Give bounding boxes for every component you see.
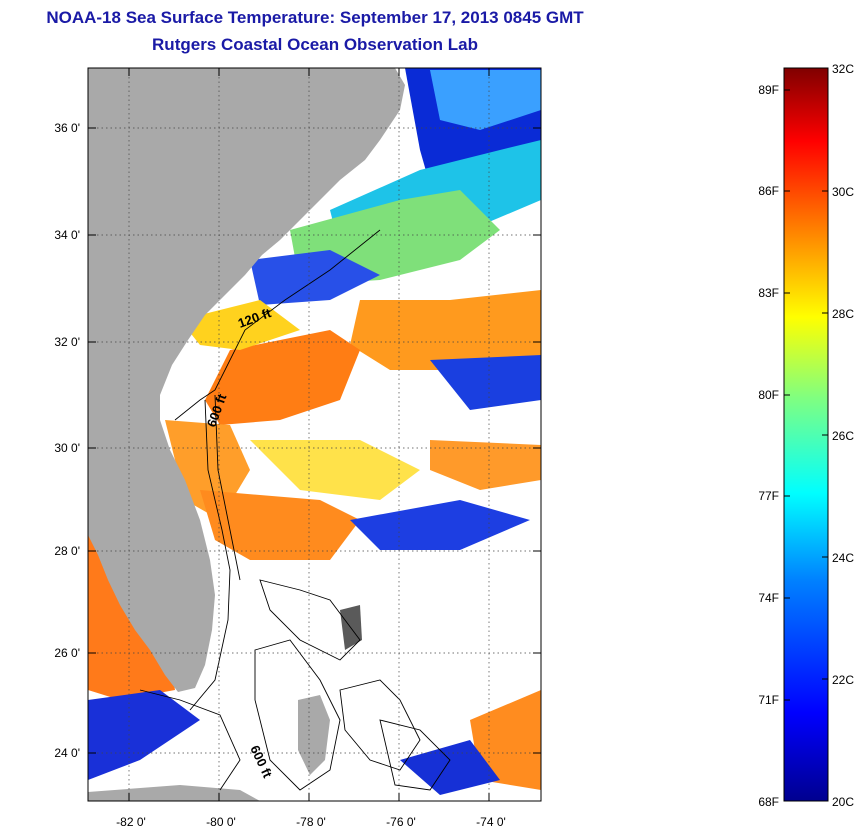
- sst-swath: [205, 330, 360, 425]
- lat-label: 32 0': [54, 335, 80, 349]
- colorbar: [783, 67, 829, 802]
- lat-label: 34 0': [54, 228, 80, 242]
- map-panel: 120 ft 600 ft 600 ft: [88, 68, 541, 801]
- map-frame: [87, 67, 542, 802]
- sst-swath: [180, 300, 300, 350]
- depth-contours: [139, 229, 451, 791]
- colorbar-c-label: 26C: [832, 429, 854, 443]
- graticule: [88, 68, 541, 801]
- island: [88, 785, 260, 801]
- colorbar-f-label: 68F: [758, 795, 779, 809]
- colorbar-f-label: 71F: [758, 693, 779, 707]
- colorbar-c-label: 20C: [832, 795, 854, 809]
- lon-label: -82 0': [116, 815, 146, 829]
- sst-swaths: [88, 68, 541, 795]
- sst-swath: [430, 70, 541, 130]
- lat-label: 36 0': [54, 121, 80, 135]
- sst-swath: [350, 290, 541, 370]
- lon-label: -76 0': [386, 815, 416, 829]
- colorbar-f-label: 83F: [758, 286, 779, 300]
- sst-swath: [430, 440, 541, 490]
- colorbar-f-label: 86F: [758, 184, 779, 198]
- map-title: NOAA-18 Sea Surface Temperature: Septemb…: [46, 8, 584, 27]
- colorbar-fahrenheit-labels: 89F 86F 83F 80F 77F 74F 71F 68F: [758, 83, 779, 809]
- lat-label: 24 0': [54, 746, 80, 760]
- sst-swath: [350, 500, 530, 550]
- sst-swath: [200, 490, 360, 560]
- colorbar-c-label: 28C: [832, 307, 854, 321]
- colorbar-ticks: [784, 67, 828, 802]
- lon-label: -78 0': [296, 815, 326, 829]
- colorbar-f-label: 74F: [758, 591, 779, 605]
- colorbar-celsius-labels: 32C 30C 28C 26C 24C 22C 20C: [832, 62, 854, 809]
- colorbar-c-label: 32C: [832, 62, 854, 76]
- lon-label: -74 0': [476, 815, 506, 829]
- island: [298, 695, 330, 775]
- sst-swath: [430, 355, 541, 410]
- colorbar-c-label: 22C: [832, 673, 854, 687]
- lat-label: 30 0': [54, 441, 80, 455]
- sst-swath: [88, 690, 200, 780]
- lat-label: 26 0': [54, 646, 80, 660]
- land-mass: [88, 68, 405, 692]
- lat-label: 28 0': [54, 544, 80, 558]
- sst-swath: [250, 250, 380, 305]
- colorbar-f-label: 89F: [758, 83, 779, 97]
- longitude-labels: -82 0' -80 0' -78 0' -76 0' -74 0': [116, 815, 506, 829]
- map-subtitle: Rutgers Coastal Ocean Observation Lab: [152, 35, 478, 54]
- colorbar-c-label: 30C: [832, 185, 854, 199]
- latitude-labels: 36 0' 34 0' 32 0' 30 0' 28 0' 26 0' 24 0…: [54, 121, 80, 760]
- lon-label: -80 0': [206, 815, 236, 829]
- colorbar-f-label: 77F: [758, 489, 779, 503]
- sst-swath: [400, 740, 500, 795]
- colorbar-c-label: 24C: [832, 551, 854, 565]
- axis-ticks: [88, 68, 541, 801]
- sst-swath: [250, 440, 420, 500]
- colorbar-f-label: 80F: [758, 388, 779, 402]
